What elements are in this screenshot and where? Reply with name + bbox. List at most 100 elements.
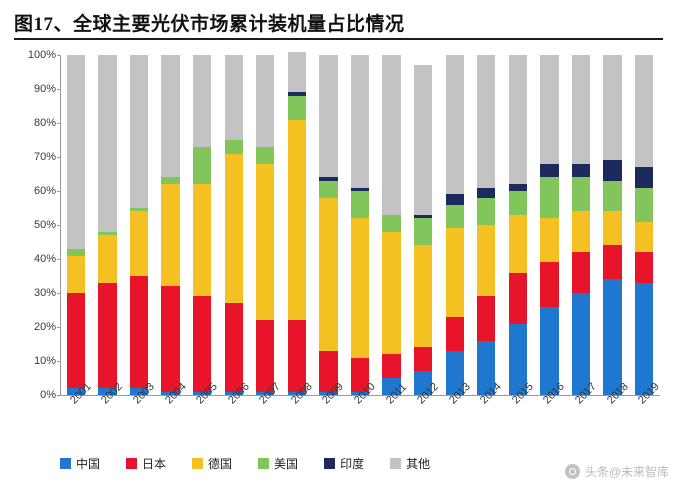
bar-column [129,55,149,395]
bar-segment [350,55,370,188]
bar-segment [414,347,433,372]
bar-column [445,55,464,395]
bar-segment [129,211,149,276]
bar-segment [256,391,275,395]
y-axis-tick-label: 20% [33,321,56,333]
chart-legend: 中国 日本 德国 美国 印度 其他 [60,452,660,474]
bar-segment [445,55,464,195]
bar-segment [603,180,622,212]
legend-item[interactable]: 中国 [60,455,100,472]
y-axis-labels: 0% 10% 20% 30% 40% 50% 60% 70% 80% 90% 100% [12,48,56,403]
legend-swatch [60,457,71,469]
bar-segment [287,320,306,392]
bar-segment [192,296,212,392]
legend-label: 印度 [340,456,365,471]
bar-segment [477,197,496,225]
bar-segment [477,340,496,395]
legend-item[interactable]: 印度 [324,455,364,472]
legend-item[interactable]: 日本 [126,455,166,472]
bar-segment [224,55,243,140]
bar-segment [477,55,496,188]
bar-segment [540,262,559,307]
bar-column [98,55,117,395]
bar-segment [319,350,338,392]
bar-segment [445,316,464,351]
legend-label: 中国 [76,456,101,471]
bar-segment [445,228,464,317]
y-axis-tick-label: 100% [27,49,56,61]
bar-segment [382,354,401,378]
bar-segment [161,391,180,395]
x-axis-labels: 2001 2002 2003 2004 2005 2006 2007 2008 2009 2010… [60,381,662,453]
y-axis-tick [57,89,61,90]
bar-column [477,55,496,395]
bar-segment [350,187,370,191]
bar-column [540,55,559,395]
legend-swatch [126,457,138,469]
bar-segment [256,55,275,147]
bar-segment [287,51,306,93]
bar-segment [256,163,275,321]
y-axis-tick-label: 80% [33,117,56,129]
legend-item[interactable]: 德国 [192,455,232,472]
y-axis-tick-label: 60% [33,185,56,197]
legend-label: 日本 [142,456,167,471]
bar-segment [129,55,149,208]
y-axis-tick [57,157,61,158]
y-axis-tick-label: 70% [33,151,56,163]
bar-segment [224,303,243,392]
legend-item[interactable]: 其他 [390,455,430,472]
bar-segment [129,388,149,395]
bar-segment [540,306,559,395]
legend-swatch [258,457,270,469]
bar-segment [508,323,528,395]
bar-segment [350,218,370,358]
bar-segment [635,221,654,253]
y-axis-tick [57,327,61,328]
legend-item[interactable]: 美国 [258,455,298,472]
bar-segment [256,320,275,392]
bar-segment [540,163,559,178]
bar-segment [414,371,433,395]
bar-segment [161,184,180,287]
y-axis-tick [57,259,61,260]
y-axis-tick-label: 30% [33,287,56,299]
bar-segment [161,286,180,392]
bar-segment [66,248,85,256]
bar-segment [414,245,433,348]
legend-label: 美国 [274,456,299,471]
legend-label: 德国 [208,456,233,471]
bar-segment [98,231,117,236]
bar-segment [382,378,401,395]
bar-segment [603,245,622,280]
bar-column [66,55,85,395]
bar-segment [635,282,654,395]
bar-segment [508,55,528,185]
bar-column [382,55,401,395]
bar-segment [319,55,338,178]
bar-segment [192,184,212,297]
bar-segment [635,55,654,168]
bar-column [192,55,212,395]
bar-segment [540,55,559,164]
bar-segment [350,391,370,395]
y-axis-tick-label: 50% [33,219,56,231]
bar-segment [66,388,85,395]
bar-segment [414,65,433,215]
bar-segment [287,92,306,96]
bar-column [350,55,370,395]
bar-column [161,55,180,395]
bar-segment [540,177,559,219]
bar-column [414,55,433,395]
bar-segment [414,218,433,246]
bar-segment [192,55,212,147]
bar-segment [192,146,212,185]
y-axis-tick [57,361,61,362]
y-axis-tick [57,191,61,192]
bar-segment [224,391,243,395]
bar-segment [350,191,370,219]
bar-segment [571,252,591,293]
y-axis-tick [57,293,61,294]
bar-segment [477,225,496,297]
bar-column [603,55,622,395]
